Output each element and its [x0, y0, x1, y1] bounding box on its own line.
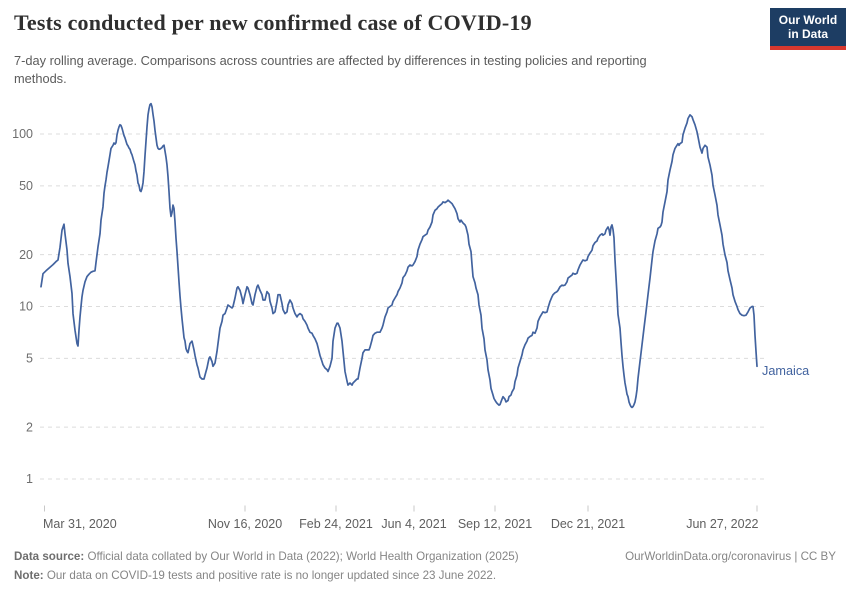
- data-source-line: Data source: Official data collated by O…: [14, 547, 836, 566]
- x-tick-label: Dec 21, 2021: [551, 517, 625, 531]
- chart-subtitle: 7-day rolling average. Comparisons acros…: [14, 53, 647, 86]
- series-line-jamaica[interactable]: [40, 102, 758, 409]
- x-tick-label: Sep 12, 2021: [458, 517, 532, 531]
- page-title: Tests conducted per new confirmed case o…: [14, 10, 532, 35]
- x-tick-label: Jun 27, 2022: [686, 517, 758, 531]
- note-label: Note:: [14, 569, 44, 582]
- y-tick-label: 50: [19, 179, 33, 193]
- x-tick-label: Nov 16, 2020: [208, 517, 282, 531]
- y-tick-label: 2: [26, 420, 33, 434]
- x-tick-label: Feb 24, 2021: [299, 517, 373, 531]
- y-tick-label: 1: [26, 472, 33, 486]
- owid-logo[interactable]: Our World in Data: [770, 8, 846, 50]
- note-line: Note: Our data on COVID-19 tests and pos…: [14, 566, 836, 585]
- y-tick-label: 10: [19, 300, 33, 314]
- y-tick-label: 5: [26, 352, 33, 366]
- note-text: Our data on COVID-19 tests and positive …: [43, 569, 497, 582]
- owid-logo-line2: in Data: [787, 27, 828, 41]
- x-tick-label: Jun 4, 2021: [381, 517, 446, 531]
- owid-logo-stripe: [770, 46, 846, 50]
- chart-footer: Data source: Official data collated by O…: [14, 547, 836, 585]
- series-label-jamaica[interactable]: Jamaica: [762, 364, 810, 378]
- data-source-text: Official data collated by Our World in D…: [84, 550, 519, 563]
- owid-link[interactable]: OurWorldinData.org/coronavirus | CC BY: [625, 550, 836, 563]
- line-chart-plot-area[interactable]: 1 2 5 10 20 50 100 Mar 31, 2020 Nov 16, 2020 Feb …: [0, 0, 850, 545]
- y-tick-label: 20: [19, 248, 33, 262]
- data-source-label: Data source:: [14, 550, 85, 563]
- x-tick-label: Mar 31, 2020: [43, 517, 117, 531]
- y-tick-label: 100: [12, 127, 33, 141]
- owid-logo-line1: Our World: [778, 13, 838, 27]
